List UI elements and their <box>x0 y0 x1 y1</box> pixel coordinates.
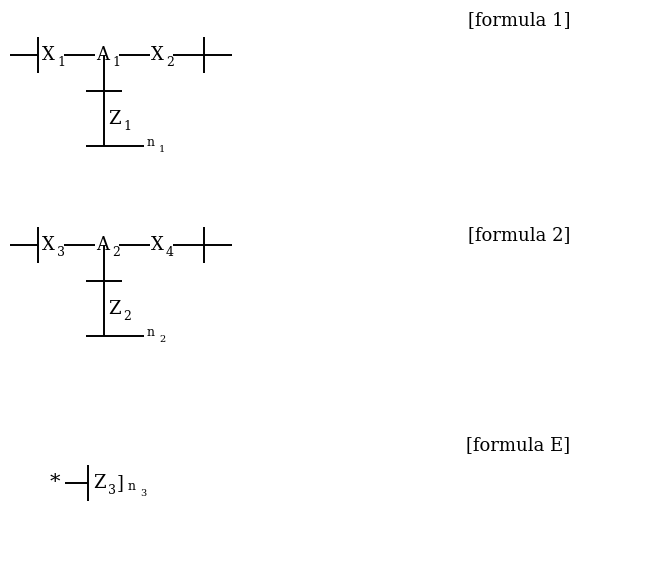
Text: Z: Z <box>108 110 121 128</box>
Text: 2: 2 <box>166 55 174 68</box>
Text: 4: 4 <box>166 245 174 258</box>
Text: A: A <box>96 236 109 254</box>
Text: n: n <box>147 135 155 149</box>
Text: 3: 3 <box>108 483 116 497</box>
Text: [formula 2]: [formula 2] <box>467 226 570 244</box>
Text: 1: 1 <box>112 55 120 68</box>
Text: Z: Z <box>93 474 106 492</box>
Text: ]: ] <box>117 474 124 492</box>
Text: 1: 1 <box>159 146 165 154</box>
Text: X: X <box>151 236 164 254</box>
Text: 2: 2 <box>112 245 120 258</box>
Text: 1: 1 <box>123 121 131 134</box>
Text: 1: 1 <box>57 55 65 68</box>
Text: 3: 3 <box>140 489 146 497</box>
Text: *: * <box>50 473 60 493</box>
Text: Z: Z <box>108 300 121 318</box>
Text: 2: 2 <box>123 311 131 324</box>
Text: X: X <box>151 46 164 64</box>
Text: [formula E]: [formula E] <box>466 436 570 454</box>
Text: n: n <box>147 325 155 339</box>
Text: n: n <box>128 480 136 493</box>
Text: X: X <box>42 236 55 254</box>
Text: X: X <box>42 46 55 64</box>
Text: A: A <box>96 46 109 64</box>
Text: [formula 1]: [formula 1] <box>467 11 570 29</box>
Text: 3: 3 <box>57 245 65 258</box>
Text: 2: 2 <box>159 335 165 345</box>
